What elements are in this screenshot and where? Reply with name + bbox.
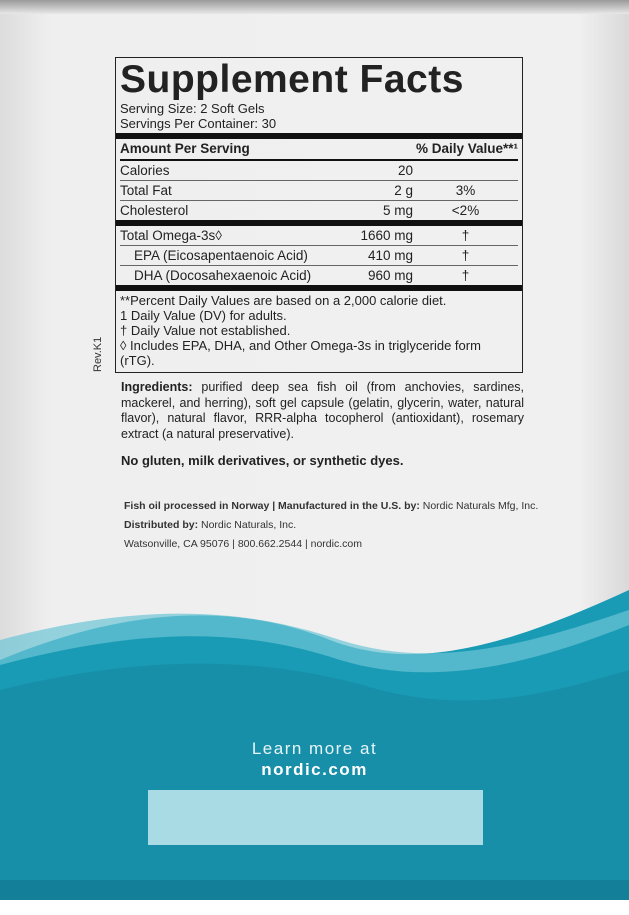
row-name: Cholesterol [120, 203, 189, 218]
serving-size: Serving Size: 2 Soft Gels [120, 101, 265, 116]
ingredients-text: purified deep sea fish oil (from anchovi… [121, 380, 524, 441]
mfg-name: Nordic Naturals Mfg, Inc. [419, 500, 539, 512]
row-name: DHA (Docosahexaenoic Acid) [134, 268, 312, 283]
table-header: Amount Per Serving % Daily Value**¹ [120, 139, 518, 161]
row-amount: 410 mg [367, 248, 413, 263]
dv-header: % Daily Value**¹ [415, 141, 518, 156]
blank-label-area [148, 790, 483, 845]
row-name: EPA (Eicosapentaenoic Acid) [134, 248, 308, 263]
amount-header: Amount Per Serving [120, 141, 250, 156]
distributor-name: Nordic Naturals, Inc. [198, 519, 297, 531]
row-amount: 20 [397, 163, 413, 178]
address-line: Watsonville, CA 95076 | 800.662.2544 | n… [124, 538, 362, 550]
row-amount: 960 mg [367, 268, 413, 283]
row-name: Total Fat [120, 183, 172, 198]
table-row: Total Omega-3s◊ 1660 mg † [120, 226, 518, 246]
package-top-edge [0, 0, 629, 14]
row-dv: † [461, 228, 470, 243]
table-row: Cholesterol 5 mg <2% [120, 201, 518, 220]
ingredients: Ingredients: purified deep sea fish oil … [121, 380, 524, 442]
row-amount: 2 g [394, 183, 413, 198]
servings-per-container: Servings Per Container: 30 [120, 116, 277, 131]
row-amount: 5 mg [382, 203, 413, 218]
mfg-label: Fish oil processed in Norway | Manufactu… [124, 500, 420, 512]
row-dv: † [461, 248, 470, 263]
table-row: Total Fat 2 g 3% [120, 181, 518, 201]
thick-divider [116, 285, 522, 291]
manufacturer-info: Fish oil processed in Norway | Manufactu… [124, 497, 538, 554]
table-row: DHA (Docosahexaenoic Acid) 960 mg † [120, 266, 518, 285]
distributor-label: Distributed by: [124, 519, 199, 531]
thick-divider [116, 220, 522, 226]
footnote: ◊ Includes EPA, DHA, and Other Omega-3s … [120, 338, 481, 368]
learn-more-text: Learn more at [251, 739, 378, 758]
row-dv: 3% [455, 183, 476, 198]
free-from-statement: No gluten, milk derivatives, or syntheti… [121, 453, 404, 468]
table-row: EPA (Eicosapentaenoic Acid) 410 mg † [120, 246, 518, 266]
row-dv: <2% [451, 203, 480, 218]
row-dv: † [461, 268, 470, 283]
footnote: **Percent Daily Values are based on a 2,… [120, 293, 447, 308]
ingredients-label: Ingredients: [121, 380, 193, 394]
row-name: Total Omega-3s◊ [120, 228, 222, 243]
table-row: Calories 20 [120, 161, 518, 181]
footnote: † Daily Value not established. [120, 323, 291, 338]
facts-title: Supplement Facts [120, 58, 464, 101]
supplement-facts-panel: Supplement Facts Serving Size: 2 Soft Ge… [115, 57, 523, 373]
row-amount: 1660 mg [360, 228, 413, 243]
footnote: 1 Daily Value (DV) for adults. [120, 308, 287, 323]
footnotes: **Percent Daily Values are based on a 2,… [120, 291, 518, 368]
row-name: Calories [120, 163, 170, 178]
thick-divider [116, 133, 522, 139]
website-link: nordic.com [261, 760, 368, 779]
